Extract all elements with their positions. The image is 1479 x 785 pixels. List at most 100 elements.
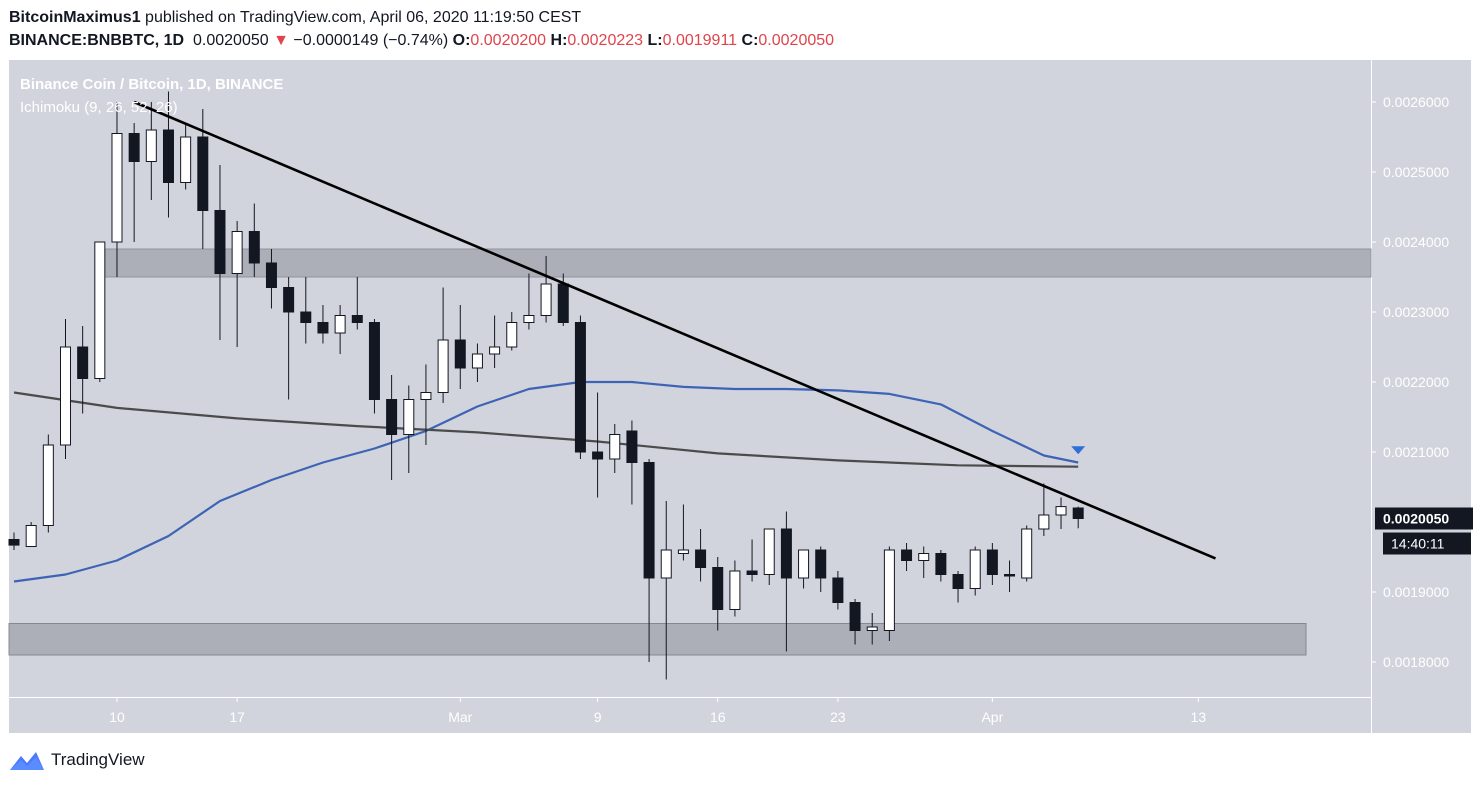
candle xyxy=(815,546,827,592)
candle-body xyxy=(420,392,432,400)
candle-body xyxy=(42,444,54,526)
candle-body xyxy=(592,451,604,460)
candle-body xyxy=(111,133,123,243)
close-label: C: xyxy=(741,32,759,49)
candle-body xyxy=(695,549,707,568)
candle-body xyxy=(265,262,277,288)
candle-body xyxy=(883,549,895,631)
candle-body xyxy=(849,602,861,631)
candle xyxy=(8,532,20,550)
candle xyxy=(695,529,707,582)
candle-body xyxy=(1072,507,1084,519)
publish-info: published on TradingView.com, April 06, … xyxy=(145,9,582,26)
low-value: 0.0019911 xyxy=(662,32,738,49)
candle-body xyxy=(1004,574,1016,577)
candle-body xyxy=(94,241,106,379)
candle-body xyxy=(506,322,518,348)
x-tick-label: 13 xyxy=(1191,709,1207,725)
candle-body xyxy=(128,133,140,162)
x-tick-label: Apr xyxy=(981,709,1003,725)
publish-line: BitcoinMaximus1 published on TradingView… xyxy=(9,6,1469,29)
candle xyxy=(454,305,466,389)
candle-body xyxy=(1055,506,1067,516)
support-zone xyxy=(8,623,1307,656)
candle xyxy=(609,424,621,473)
candle xyxy=(901,543,913,571)
y-tick-label: 0.0025000 xyxy=(1383,164,1449,180)
candle xyxy=(283,277,295,400)
candle xyxy=(77,326,89,414)
legend-indicator: Ichimoku (9, 26, 52, 26) xyxy=(20,99,178,116)
candle xyxy=(1072,506,1084,529)
price-axis xyxy=(1371,60,1471,733)
candle xyxy=(145,102,157,200)
time-axis xyxy=(9,697,1371,733)
current-price-label: 0.0020050 xyxy=(1383,511,1449,527)
quote-line: BINANCE:BNBBTC, 1D 0.0020050 ▼ −0.000014… xyxy=(9,29,1469,52)
candle xyxy=(300,277,312,344)
y-tick-label: 0.0018000 xyxy=(1383,654,1449,670)
candle-body xyxy=(901,549,913,561)
candle-body xyxy=(25,525,37,547)
moving-average-line-blue xyxy=(13,380,1079,583)
candle-body xyxy=(1038,514,1050,530)
countdown-label: 14:40:11 xyxy=(1391,536,1445,552)
candle xyxy=(162,91,174,218)
candle xyxy=(952,571,964,603)
moving-average-line-dark xyxy=(13,391,1079,468)
tradingview-brand[interactable]: TradingView xyxy=(9,748,145,772)
candle-body xyxy=(386,399,398,435)
author-name[interactable]: BitcoinMaximus1 xyxy=(9,9,141,26)
candle xyxy=(231,221,243,347)
candle xyxy=(660,501,672,680)
candle-body xyxy=(8,539,20,546)
candle-body xyxy=(780,528,792,579)
tradingview-logo-icon xyxy=(10,752,44,770)
candle xyxy=(248,203,260,277)
y-tick-label: 0.0019000 xyxy=(1383,584,1449,600)
price-change: −0.0000149 (−0.74%) xyxy=(293,32,449,49)
chart-header: BitcoinMaximus1 published on TradingView… xyxy=(9,6,1469,52)
high-value: 0.0020223 xyxy=(567,32,644,49)
candle-body xyxy=(643,462,655,579)
candle-body xyxy=(334,315,346,334)
candle-body xyxy=(660,549,672,579)
candle-body xyxy=(798,549,810,579)
y-tick-label: 0.0022000 xyxy=(1383,374,1449,390)
candle xyxy=(592,392,604,498)
y-tick-label: 0.0023000 xyxy=(1383,304,1449,320)
down-arrow-icon: ▼ xyxy=(273,32,289,49)
candle-body xyxy=(935,553,947,575)
candle-body xyxy=(918,553,930,561)
candle xyxy=(677,504,689,561)
candle-body xyxy=(145,129,157,162)
candle xyxy=(918,546,930,578)
candle-body xyxy=(626,430,638,463)
candle-body xyxy=(197,136,209,211)
candle xyxy=(471,343,483,382)
open-value: 0.0020200 xyxy=(470,32,547,49)
candle-body xyxy=(300,311,312,323)
candle xyxy=(506,312,518,351)
tradingview-wordmark: TradingView xyxy=(51,750,145,769)
last-price: 0.0020050 xyxy=(193,32,269,49)
candle xyxy=(780,511,792,652)
candle-body xyxy=(952,574,964,589)
candle-body xyxy=(214,210,226,274)
candle xyxy=(351,277,363,330)
candle xyxy=(59,319,71,459)
candle xyxy=(849,599,861,645)
candle-body xyxy=(677,549,689,554)
candle xyxy=(866,613,878,645)
candle xyxy=(368,319,380,414)
x-tick-label: 17 xyxy=(229,709,245,725)
candle xyxy=(265,249,277,309)
candle xyxy=(986,543,998,585)
candle xyxy=(214,165,226,340)
candle xyxy=(111,102,123,277)
candle xyxy=(746,539,758,582)
plot-area xyxy=(9,60,1371,697)
candle-body xyxy=(59,346,71,446)
candles xyxy=(8,91,1084,680)
